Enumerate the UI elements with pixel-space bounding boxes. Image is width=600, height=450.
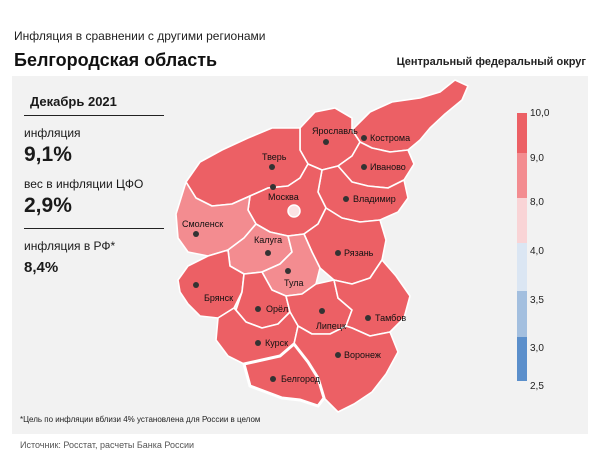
city-dot (255, 340, 261, 346)
weight-label: вес в инфляции ЦФО (24, 177, 144, 191)
city-dot (343, 196, 349, 202)
city-label: Ярославль (312, 126, 358, 136)
city-dot (323, 139, 329, 145)
city-kaluga: Калуга (254, 235, 282, 256)
rf-inflation-label: инфляция в РФ* (24, 239, 116, 253)
region-title: Белгородская область (14, 50, 218, 70)
inflation-value: 9,1% (24, 143, 72, 166)
city-dot (361, 164, 367, 170)
stats-panel: Декабрь 2021 инфляция 9,1% вес в инфляци… (24, 90, 164, 276)
city-label: Белгород (281, 374, 321, 384)
city-dot (319, 308, 325, 314)
legend-label: 3,5 (530, 295, 544, 306)
legend-label: 2,5 (530, 381, 544, 392)
city-dot (193, 231, 199, 237)
legend-label: 4,0 (530, 246, 544, 257)
region-tambov (333, 259, 411, 337)
legend-segment (517, 153, 527, 198)
city-label: Липецк (316, 321, 346, 331)
city-tambov: Тамбов (365, 313, 406, 323)
city-kostroma: Кострома (361, 133, 410, 143)
legend-segment (517, 243, 527, 291)
city-dot (270, 184, 276, 190)
selected-region-outline (242, 341, 326, 408)
source-note: Источник: Росстат, расчеты Банка России (20, 440, 195, 450)
city-tula: Тула (284, 268, 304, 288)
city-bryansk: Брянск (193, 282, 233, 303)
city-voronezh: Воронеж (335, 350, 381, 360)
legend-label: 10,0 (530, 108, 550, 119)
city-dot (285, 268, 291, 274)
city-moscow: Москва (268, 184, 299, 202)
city-ivanovo: Иваново (361, 162, 406, 172)
city-yaroslavl: Ярославль (312, 126, 358, 145)
legend-segment (517, 113, 527, 153)
city-label: Владимир (353, 194, 396, 204)
divider (24, 115, 164, 116)
city-smolensk: Смоленск (182, 219, 223, 237)
federal-district-label: Центральный федеральный округ (396, 56, 586, 68)
legend-label: 9,0 (530, 153, 544, 164)
city-dot (335, 250, 341, 256)
rf-inflation-value: 8,4% (24, 259, 59, 276)
city-label: Москва (268, 192, 299, 202)
city-dot (265, 250, 271, 256)
city-dot (255, 306, 261, 312)
city-dot (335, 352, 341, 358)
city-label: Тамбов (375, 313, 406, 323)
city-label: Смоленск (182, 219, 223, 229)
city-ryazan: Рязань (335, 248, 374, 258)
legend-segment (517, 198, 527, 243)
city-dot (361, 135, 367, 141)
city-tver: Тверь (262, 152, 287, 170)
period-label: Декабрь 2021 (30, 94, 117, 109)
legend-label: 8,0 (530, 197, 544, 208)
city-label: Кострома (370, 133, 410, 143)
moscow-city-marker (287, 204, 301, 218)
city-dot (269, 164, 275, 170)
city-label: Калуга (254, 235, 282, 245)
city-kursk: Курск (255, 338, 288, 348)
city-dot (193, 282, 199, 288)
city-label: Курск (265, 338, 288, 348)
divider (24, 228, 164, 229)
header-subtitle: Инфляция в сравнении с другими регионами (14, 29, 266, 43)
footnote: *Цель по инфляции вблизи 4% установлена … (20, 415, 261, 424)
region-ryazan (303, 207, 387, 285)
city-label: Воронеж (344, 350, 381, 360)
city-label: Брянск (204, 293, 233, 303)
city-dot (270, 376, 276, 382)
weight-value: 2,9% (24, 194, 72, 217)
legend-color-scale (517, 113, 527, 381)
city-dot (365, 315, 371, 321)
inflation-label: инфляция (24, 126, 81, 140)
region-smolensk (175, 181, 257, 257)
city-belgorod: Белгород (270, 374, 321, 384)
legend-label: 3,0 (530, 343, 544, 354)
city-vladimir: Владимир (343, 194, 396, 204)
city-label: Тверь (262, 152, 287, 162)
city-oryol: Орёл (255, 304, 288, 314)
city-lipetsk: Липецк (316, 308, 346, 331)
legend-segment (517, 337, 527, 381)
city-label: Рязань (344, 248, 374, 258)
legend-segment (517, 291, 527, 337)
city-label: Орёл (266, 304, 288, 314)
city-label: Тула (284, 278, 304, 288)
city-label: Иваново (370, 162, 406, 172)
